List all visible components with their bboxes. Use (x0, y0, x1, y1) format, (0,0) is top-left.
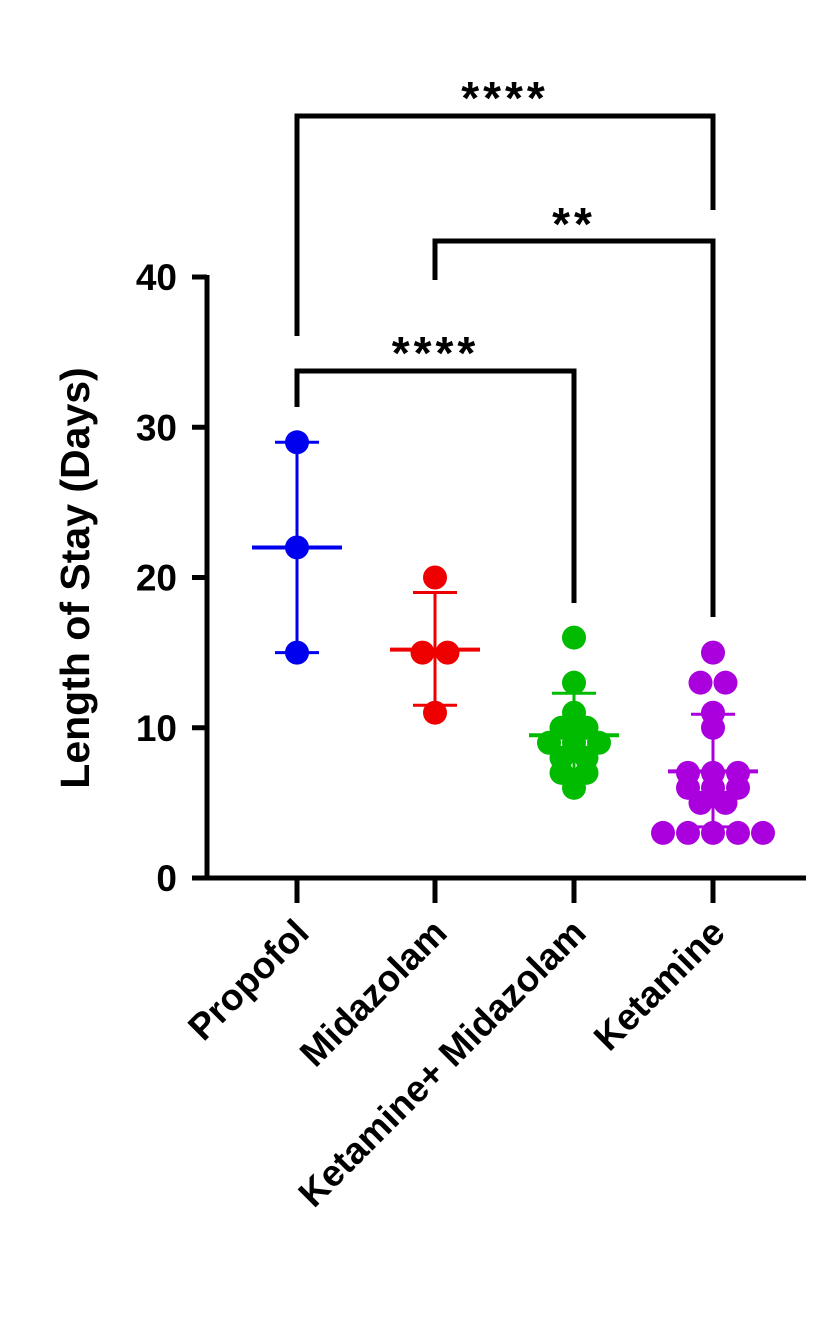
data-series (252, 430, 775, 845)
bracket-line (432, 238, 716, 617)
bracket-line (294, 368, 577, 603)
y-tick-label: 40 (136, 257, 177, 298)
y-tick-label: 20 (136, 558, 177, 599)
y-axis-label: Length of Stay (Days) (52, 367, 98, 788)
data-point (562, 625, 586, 650)
data-point (423, 565, 447, 590)
data-point (751, 820, 775, 845)
bracket-line (294, 113, 716, 336)
significance-bracket-1: **** (294, 327, 577, 603)
data-point (562, 670, 586, 695)
series-midazolam (390, 565, 480, 725)
y-tick-label: 10 (136, 708, 177, 749)
data-point (435, 640, 460, 665)
significance-bracket-2: ** (432, 198, 716, 617)
x-tick-label-propofol: Propofol (180, 912, 317, 1049)
data-point (701, 640, 725, 665)
data-point (726, 820, 750, 845)
data-point (701, 700, 725, 725)
significance-label: **** (461, 72, 549, 124)
data-point (410, 640, 435, 665)
series-propofol (252, 430, 342, 665)
significance-brackets: ********** (294, 72, 716, 617)
data-point (423, 700, 447, 725)
y-tick-label: 30 (136, 407, 177, 448)
data-point (651, 820, 675, 845)
significance-label: ** (552, 198, 596, 250)
y-ticks: 0 10 20 30 40 (136, 257, 207, 899)
series-ketamine-midazolam (529, 625, 619, 800)
x-tick-label-ketamine: Ketamine (586, 912, 733, 1059)
significance-bracket-3: **** (294, 72, 716, 336)
significance-label: **** (392, 327, 480, 379)
data-point (713, 670, 738, 695)
y-tick-label: 0 (156, 858, 177, 899)
x-tick-label-ketamine-midazolam: Ketamine+ Midazolam (291, 912, 594, 1215)
data-point (688, 670, 713, 695)
series-ketamine (651, 640, 775, 845)
data-point (676, 820, 700, 845)
